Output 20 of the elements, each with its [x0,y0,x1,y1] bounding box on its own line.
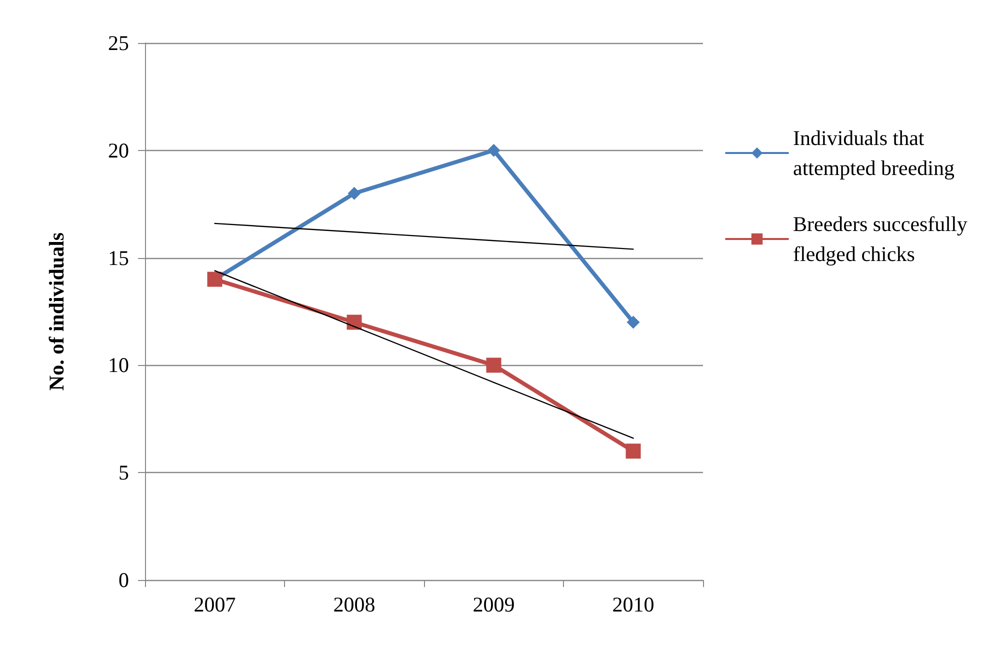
y-axis-title: No. of individuals [44,232,68,391]
x-tick-label: 2008 [333,592,376,616]
point [626,444,641,459]
y-tick-label: 5 [118,460,129,485]
line-series [214,222,634,250]
legend-label: Breeders succesfully fledged chicks [793,212,973,266]
y-tick-label: 15 [108,246,129,270]
point [487,144,500,157]
x-tick-label: 2007 [194,592,236,616]
x-tick-label: 2010 [612,592,654,616]
y-tick-label: 0 [118,568,129,592]
legend-label: Individuals that attempted breeding [793,126,956,180]
point [486,358,502,373]
point [348,186,361,200]
point [626,316,640,329]
y-tick-label: 25 [108,31,129,55]
y-tick-label: 20 [108,138,129,162]
point [346,314,362,330]
y-tick-label: 10 [108,353,129,378]
x-tick-label: 2009 [472,592,515,616]
